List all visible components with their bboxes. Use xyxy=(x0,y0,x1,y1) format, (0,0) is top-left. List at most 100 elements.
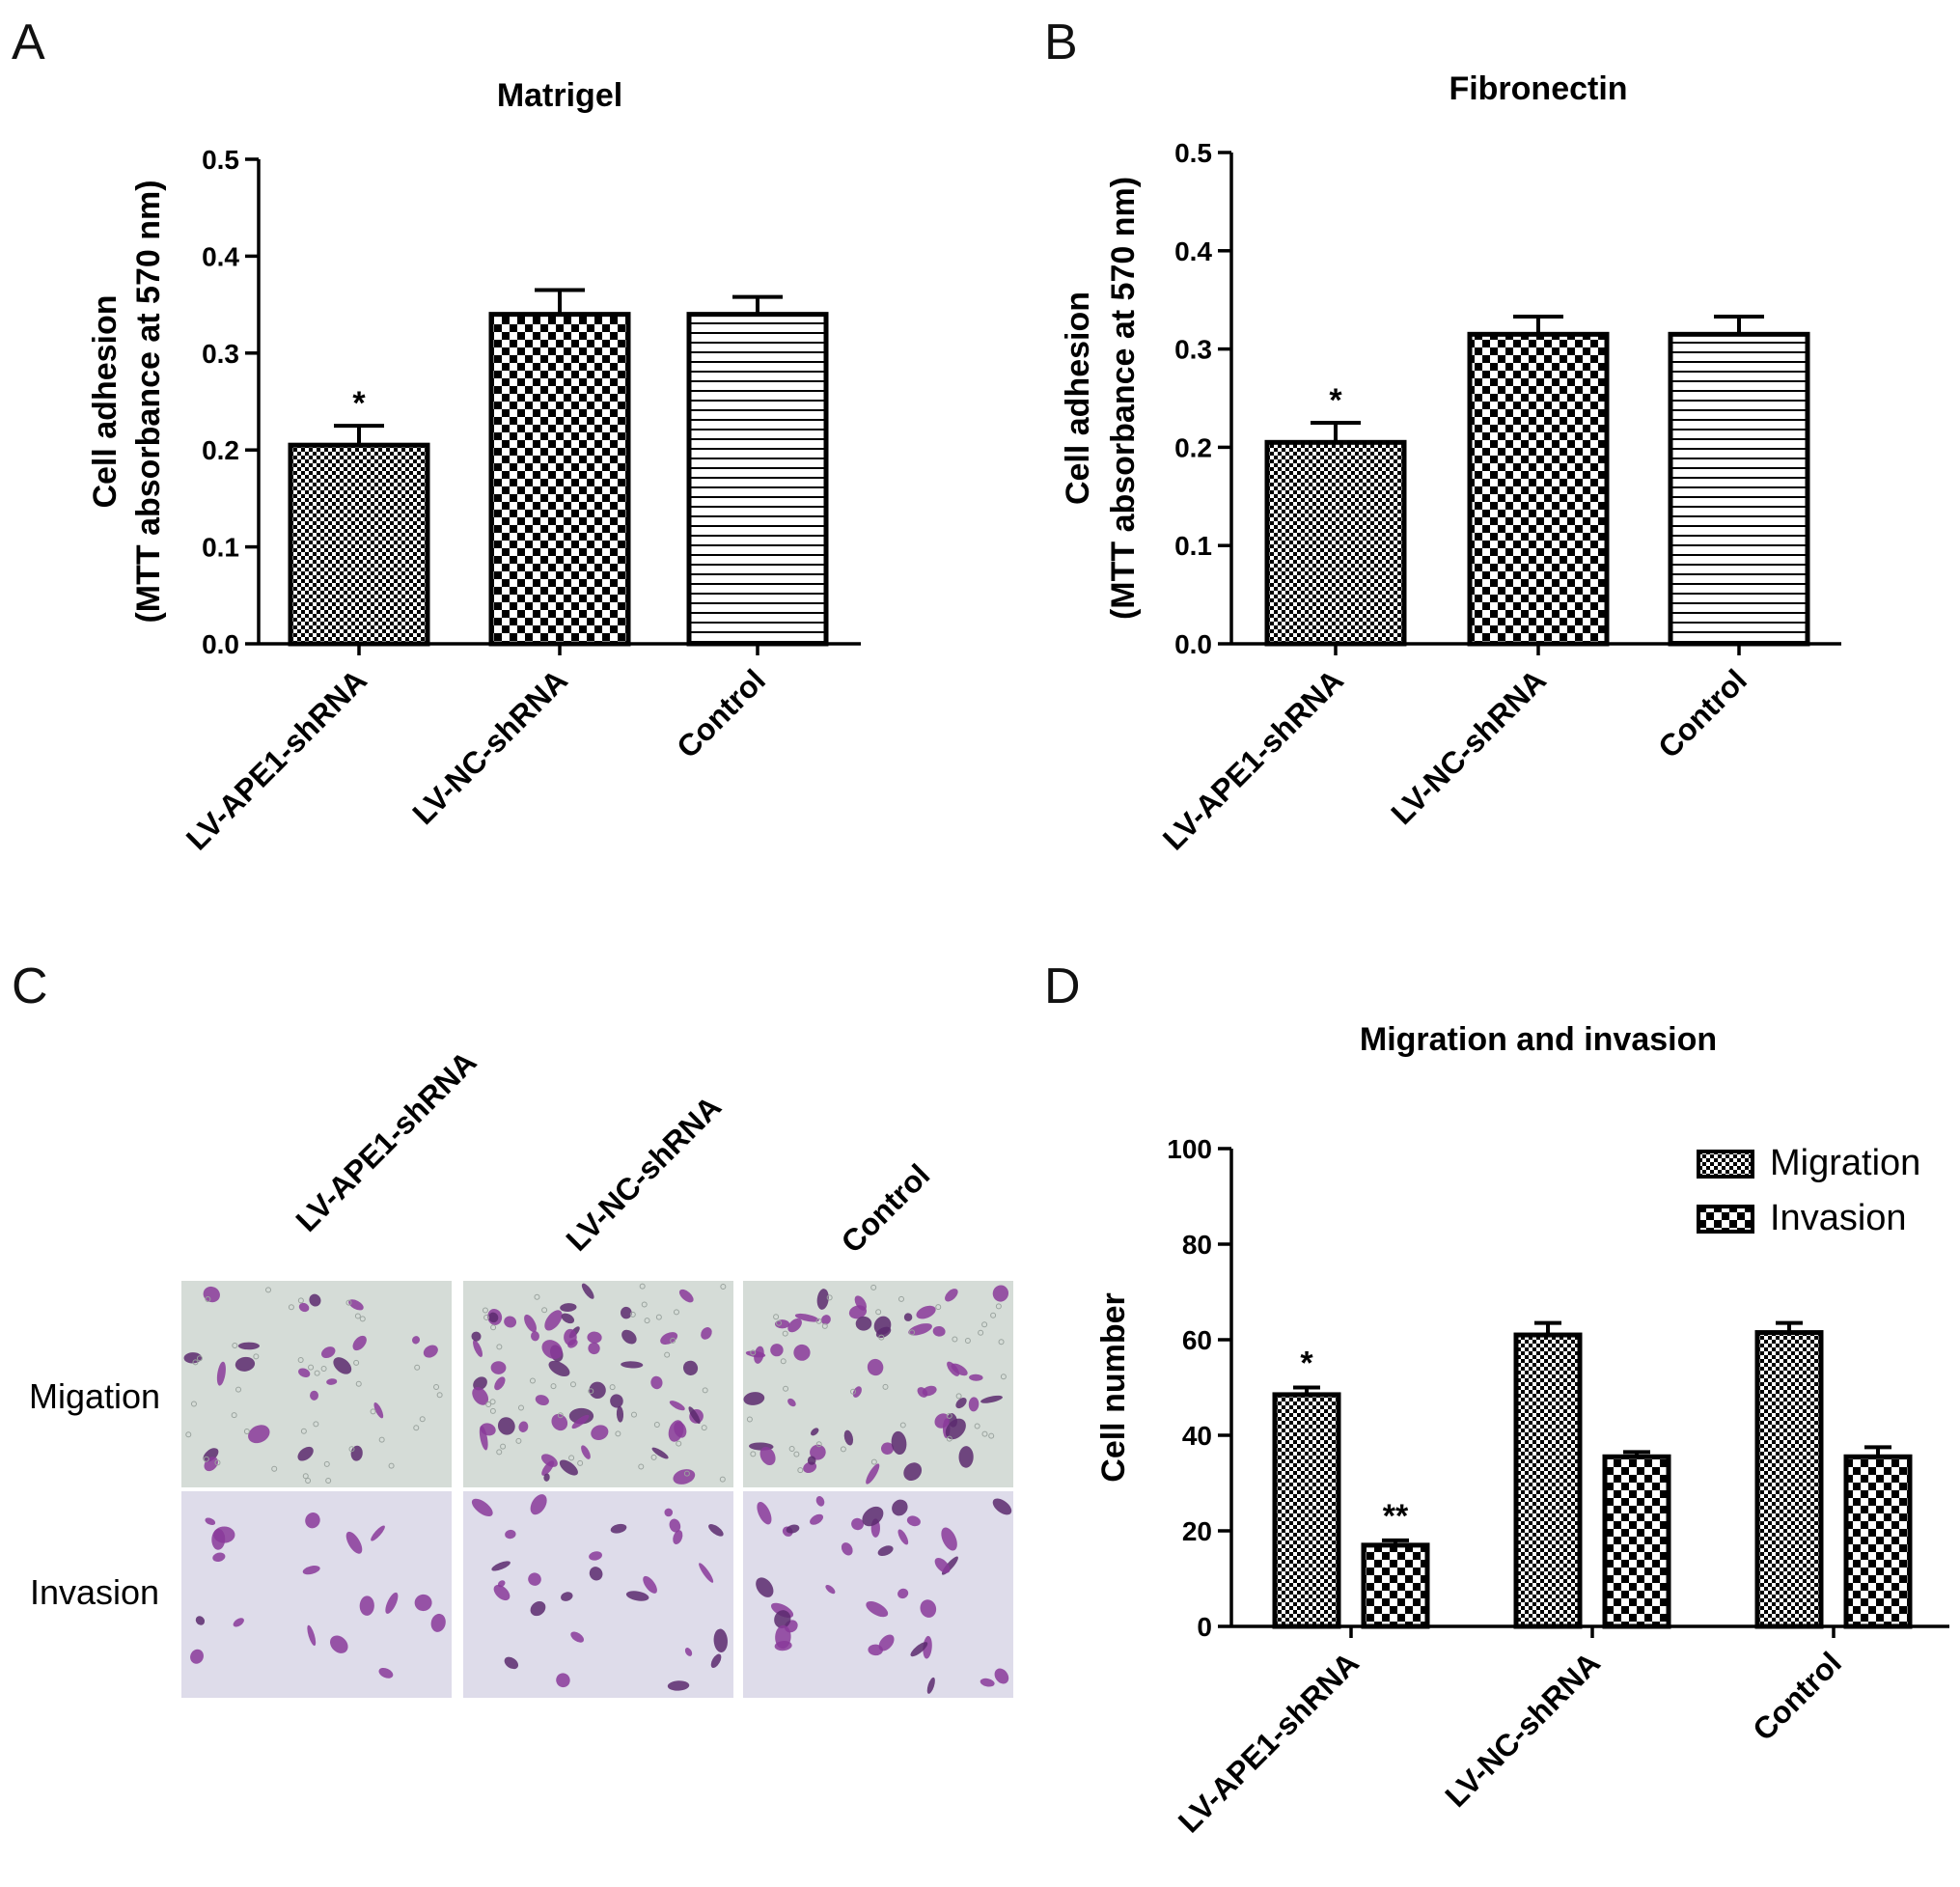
significance-marker: * xyxy=(1329,382,1342,419)
y-tick-label: 0 xyxy=(1197,1612,1212,1642)
stained-cell xyxy=(855,1316,872,1331)
pore xyxy=(946,1412,952,1419)
stained-cell xyxy=(958,1446,974,1468)
panel-letter-b: B xyxy=(1044,14,1078,70)
pore xyxy=(995,1303,1002,1310)
stained-cell xyxy=(903,1462,923,1482)
stained-cell xyxy=(807,1456,816,1465)
pore xyxy=(185,1431,192,1438)
stained-cell xyxy=(471,1498,493,1517)
pore xyxy=(243,1428,250,1434)
stained-cell xyxy=(980,1395,1003,1403)
pore xyxy=(353,1359,360,1366)
pore xyxy=(414,1364,421,1371)
pore xyxy=(253,1353,260,1360)
stained-cell xyxy=(298,1302,310,1313)
chart-migration-invasion: Migration and invasion 0 20 40 60 80 100 Cell n… xyxy=(1095,1021,1949,1840)
y-tick-label: 0.1 xyxy=(1174,531,1212,561)
stained-cell xyxy=(759,1446,776,1466)
stained-cell xyxy=(479,1426,488,1451)
pore xyxy=(359,1316,366,1322)
stained-cell xyxy=(810,1444,826,1460)
panel-letter-a: A xyxy=(12,14,45,70)
stained-cell xyxy=(994,1668,1009,1684)
legend-label: Migration xyxy=(1770,1143,1920,1183)
pore xyxy=(899,1422,906,1429)
stained-cell xyxy=(980,1678,995,1687)
pore xyxy=(192,1359,199,1366)
pore xyxy=(840,1446,846,1453)
pore xyxy=(196,1355,203,1362)
stained-cell xyxy=(564,1328,577,1346)
pore xyxy=(673,1309,679,1316)
pore xyxy=(271,1465,278,1472)
stained-cell xyxy=(321,1346,336,1359)
micrograph-grid: LV-APE1-shRNA LV-NC-shRNA Control Migati… xyxy=(29,1044,1013,1698)
stained-cell xyxy=(810,1428,819,1436)
stained-cell xyxy=(926,1677,935,1694)
pore xyxy=(529,1377,536,1384)
pore xyxy=(702,1387,708,1394)
stained-cell xyxy=(560,1303,577,1313)
pore xyxy=(964,1337,971,1344)
pore xyxy=(577,1459,584,1466)
pore xyxy=(650,1454,657,1460)
stained-cell xyxy=(906,1515,921,1527)
y-tick-label: 0.5 xyxy=(202,145,239,175)
pore xyxy=(882,1383,889,1390)
stained-cell xyxy=(305,1512,320,1529)
pore xyxy=(190,1401,197,1407)
stained-cell xyxy=(589,1381,606,1400)
stained-cell xyxy=(359,1596,374,1616)
stained-cell xyxy=(556,1673,570,1688)
stained-cell xyxy=(591,1425,609,1440)
stained-cell xyxy=(204,1457,218,1472)
stained-cell xyxy=(713,1628,728,1652)
significance-marker: * xyxy=(1300,1346,1313,1382)
stained-cell xyxy=(561,1592,573,1601)
pore xyxy=(419,1416,426,1423)
stained-cell xyxy=(945,1418,966,1440)
stained-cell xyxy=(490,1361,507,1374)
pore xyxy=(308,1364,315,1371)
bar xyxy=(1668,331,1810,647)
y-tick-label: 0.4 xyxy=(1174,236,1212,266)
stained-cell xyxy=(297,1446,314,1461)
stained-cell xyxy=(852,1386,862,1398)
stained-cell xyxy=(581,1283,594,1299)
stained-cell xyxy=(969,1374,983,1381)
bar-invasion xyxy=(1843,1454,1913,1629)
micrograph xyxy=(181,1281,452,1487)
significance-marker: ** xyxy=(1383,1498,1409,1535)
stained-cell xyxy=(385,1592,399,1614)
stained-cell xyxy=(497,1417,515,1435)
stained-cell xyxy=(625,1591,649,1601)
pore xyxy=(815,1441,822,1448)
stained-cell xyxy=(897,1588,909,1599)
pore xyxy=(288,1304,294,1311)
stained-cell xyxy=(843,1429,854,1446)
stained-cell xyxy=(708,1524,724,1537)
stained-cell xyxy=(190,1649,204,1664)
stained-cell xyxy=(992,1285,1009,1302)
chart-fibronectin: Fibronectin 0.0 0.1 0.2 0.3 0.4 0.5 Cell adhesi… xyxy=(1060,70,1841,857)
stained-cell xyxy=(302,1566,320,1575)
pore xyxy=(265,1287,272,1293)
stained-cell xyxy=(854,1295,867,1311)
pore xyxy=(569,1381,576,1388)
stained-cell xyxy=(951,1363,968,1376)
stained-cell xyxy=(878,1634,895,1651)
stained-cell xyxy=(589,1567,603,1581)
pore xyxy=(750,1349,757,1356)
chart-title: Matrigel xyxy=(497,77,622,114)
pore xyxy=(1000,1374,1007,1380)
y-axis-label-units: (MTT absorbance at 570 nm) xyxy=(130,180,167,623)
pore xyxy=(615,1430,621,1437)
stained-cell xyxy=(237,1342,260,1350)
stained-cell xyxy=(774,1641,792,1651)
stained-cell xyxy=(235,1356,256,1372)
stained-cell xyxy=(710,1653,722,1669)
stained-cell xyxy=(616,1405,624,1423)
pore xyxy=(952,1336,958,1343)
stained-cell xyxy=(910,1642,928,1657)
